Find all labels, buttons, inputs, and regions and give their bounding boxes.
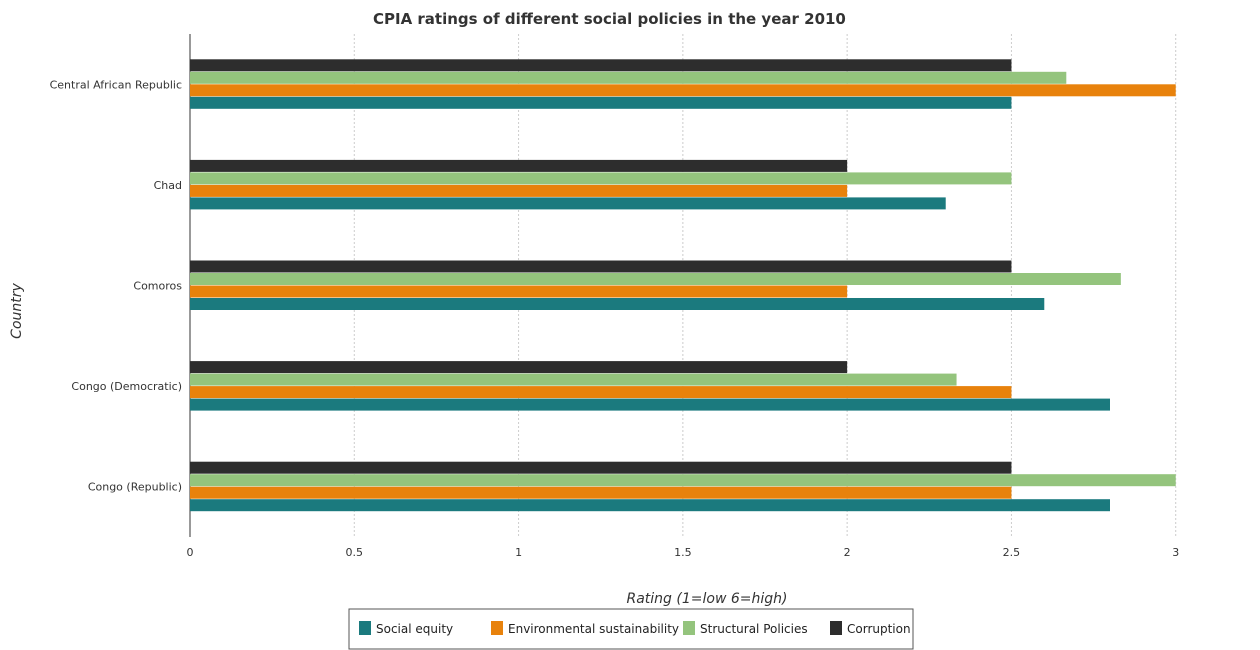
bar-corruption <box>190 260 1012 273</box>
y-tick-label: Congo (Democratic) <box>71 380 182 393</box>
bar-structural-policies <box>190 474 1176 487</box>
legend-label: Corruption <box>847 622 911 636</box>
y-tick-label: Central African Republic <box>50 78 182 91</box>
y-axis-label: Country <box>9 282 25 338</box>
x-tick-label: 1 <box>515 546 522 559</box>
bar-social-equity <box>190 96 1012 109</box>
bar-environmental-sustainability <box>190 386 1012 399</box>
y-tick-label: Congo (Republic) <box>88 481 182 494</box>
bar-structural-policies <box>190 273 1121 285</box>
bar-environmental-sustainability <box>190 486 1012 499</box>
x-tick-labels: 0 0.5 1 1.5 2 2.5 3 <box>187 546 1180 559</box>
x-axis-label: Rating (1=low 6=high) <box>627 591 788 607</box>
legend-swatch <box>830 621 842 635</box>
legend-label: Social equity <box>376 622 453 636</box>
x-tick-label: 0 <box>187 546 194 559</box>
x-tick-label: 1.5 <box>674 546 692 559</box>
x-tick-label: 2.5 <box>1003 546 1021 559</box>
bar-environmental-sustainability <box>190 184 848 197</box>
y-tick-label: Comoros <box>133 280 182 293</box>
bar-corruption <box>190 461 1012 474</box>
legend-swatch <box>359 621 371 635</box>
bar-structural-policies <box>190 172 1012 185</box>
bar-environmental-sustainability <box>190 84 1176 97</box>
bar-structural-policies <box>190 71 1067 84</box>
legend-label: Environmental sustainability <box>508 622 679 636</box>
legend-box <box>348 608 914 650</box>
x-tick-label: 3 <box>1172 546 1179 559</box>
bar-social-equity <box>190 197 946 210</box>
legend-swatch <box>683 621 695 635</box>
chart-title: CPIA ratings of different social policie… <box>373 10 846 28</box>
bar-social-equity <box>190 298 1045 310</box>
legend-label: Structural Policies <box>700 622 808 636</box>
bar-corruption <box>190 361 848 374</box>
y-tick-labels: Central African Republic Chad Comoros Congo… <box>50 78 183 493</box>
legend-swatch <box>491 621 503 635</box>
bar-environmental-sustainability <box>190 285 848 298</box>
bar-corruption <box>190 159 848 172</box>
legend: Social equity Environmental sustainabilit… <box>348 608 914 650</box>
bars <box>190 59 1176 512</box>
bar-social-equity <box>190 398 1110 411</box>
x-tick-label: 2 <box>844 546 851 559</box>
bar-corruption <box>190 59 1012 72</box>
x-tick-label: 0.5 <box>346 546 364 559</box>
bar-social-equity <box>190 499 1110 512</box>
y-tick-label: Chad <box>154 179 182 192</box>
bar-structural-policies <box>190 373 957 386</box>
